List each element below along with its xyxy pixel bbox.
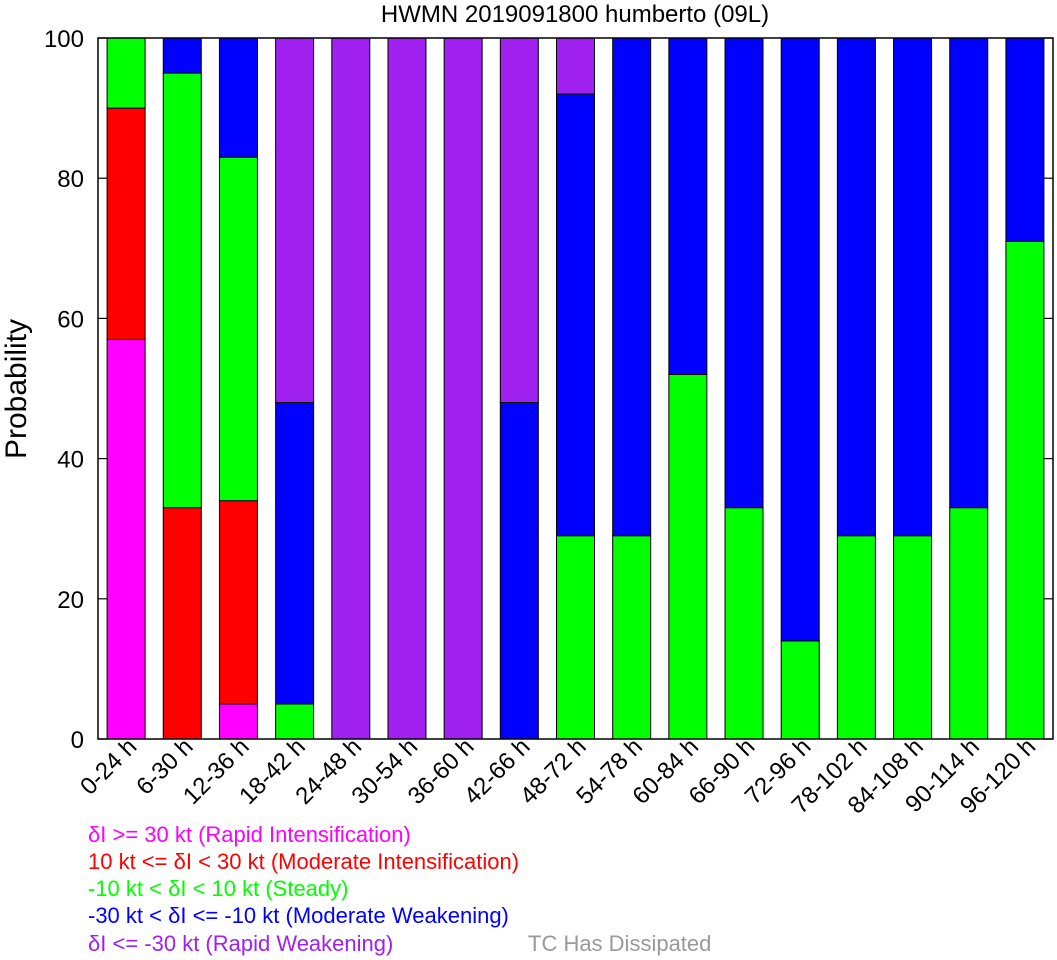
y-tick-label: 100 <box>44 26 84 53</box>
bar-segment <box>162 72 202 509</box>
bar-segment <box>1005 37 1045 242</box>
bar-segment <box>331 37 371 740</box>
bar-segment <box>893 37 933 537</box>
bar-segment <box>780 640 820 740</box>
bar-segment <box>106 37 146 109</box>
bar-segment <box>668 37 708 375</box>
bar-segment <box>218 703 258 740</box>
y-axis: 0 20 40 60 80 100 <box>44 26 1053 754</box>
bar-segment <box>275 37 315 404</box>
legend-entry: δI <= -30 kt (Rapid Weakening) <box>88 931 393 956</box>
x-tick-label: 0-24 h <box>75 733 142 800</box>
bar-segment <box>893 535 933 740</box>
bar-segment <box>556 37 595 95</box>
bar-segment <box>949 37 989 509</box>
plot-frame <box>97 37 1054 740</box>
bar-segment <box>387 37 427 740</box>
bar-segment <box>780 37 820 642</box>
y-tick-label: 80 <box>57 166 84 193</box>
bar-segment <box>218 37 258 158</box>
bar-segment <box>162 37 202 74</box>
legend-entry: 10 kt <= δI < 30 kt (Moderate Intensific… <box>88 849 519 874</box>
bar-segment <box>218 500 258 705</box>
legend-entry: TC Has Dissipated <box>528 931 711 956</box>
bar-segment <box>275 703 315 740</box>
bar-segment <box>556 535 595 740</box>
bar-segment <box>724 507 764 740</box>
bar-segment <box>836 535 876 740</box>
y-tick-label: 0 <box>71 727 84 754</box>
bar-segment <box>162 507 202 740</box>
legend: δI >= 30 kt (Rapid Intensification)10 kt… <box>88 822 711 956</box>
bar-segment <box>499 402 539 740</box>
y-tick-label: 20 <box>57 587 84 614</box>
y-tick-label: 60 <box>57 306 84 333</box>
bar-segment <box>612 535 652 740</box>
bar-segment <box>949 507 989 740</box>
bar-segment <box>724 37 764 509</box>
legend-entry: -30 kt < δI <= -10 kt (Moderate Weakenin… <box>88 903 509 928</box>
bar-segment <box>275 402 315 705</box>
y-axis-label: Probability <box>0 319 33 459</box>
bar-segment <box>668 373 708 740</box>
bar-segment <box>106 338 146 740</box>
chart-title: HWMN 2019091800 humberto (09L) <box>381 1 769 28</box>
bar-segment <box>612 37 652 537</box>
bar-segment <box>443 37 483 740</box>
bar-segment <box>218 156 258 502</box>
bar-segment <box>836 37 876 537</box>
bar-segment <box>1005 240 1045 740</box>
bar-segment <box>556 93 595 537</box>
y-tick-label: 40 <box>57 447 84 474</box>
bar-segment <box>499 37 539 404</box>
bars <box>106 37 1045 740</box>
bar-segment <box>106 107 146 340</box>
legend-entry: δI >= 30 kt (Rapid Intensification) <box>88 822 411 847</box>
legend-entry: -10 kt < δI < 10 kt (Steady) <box>88 876 348 901</box>
